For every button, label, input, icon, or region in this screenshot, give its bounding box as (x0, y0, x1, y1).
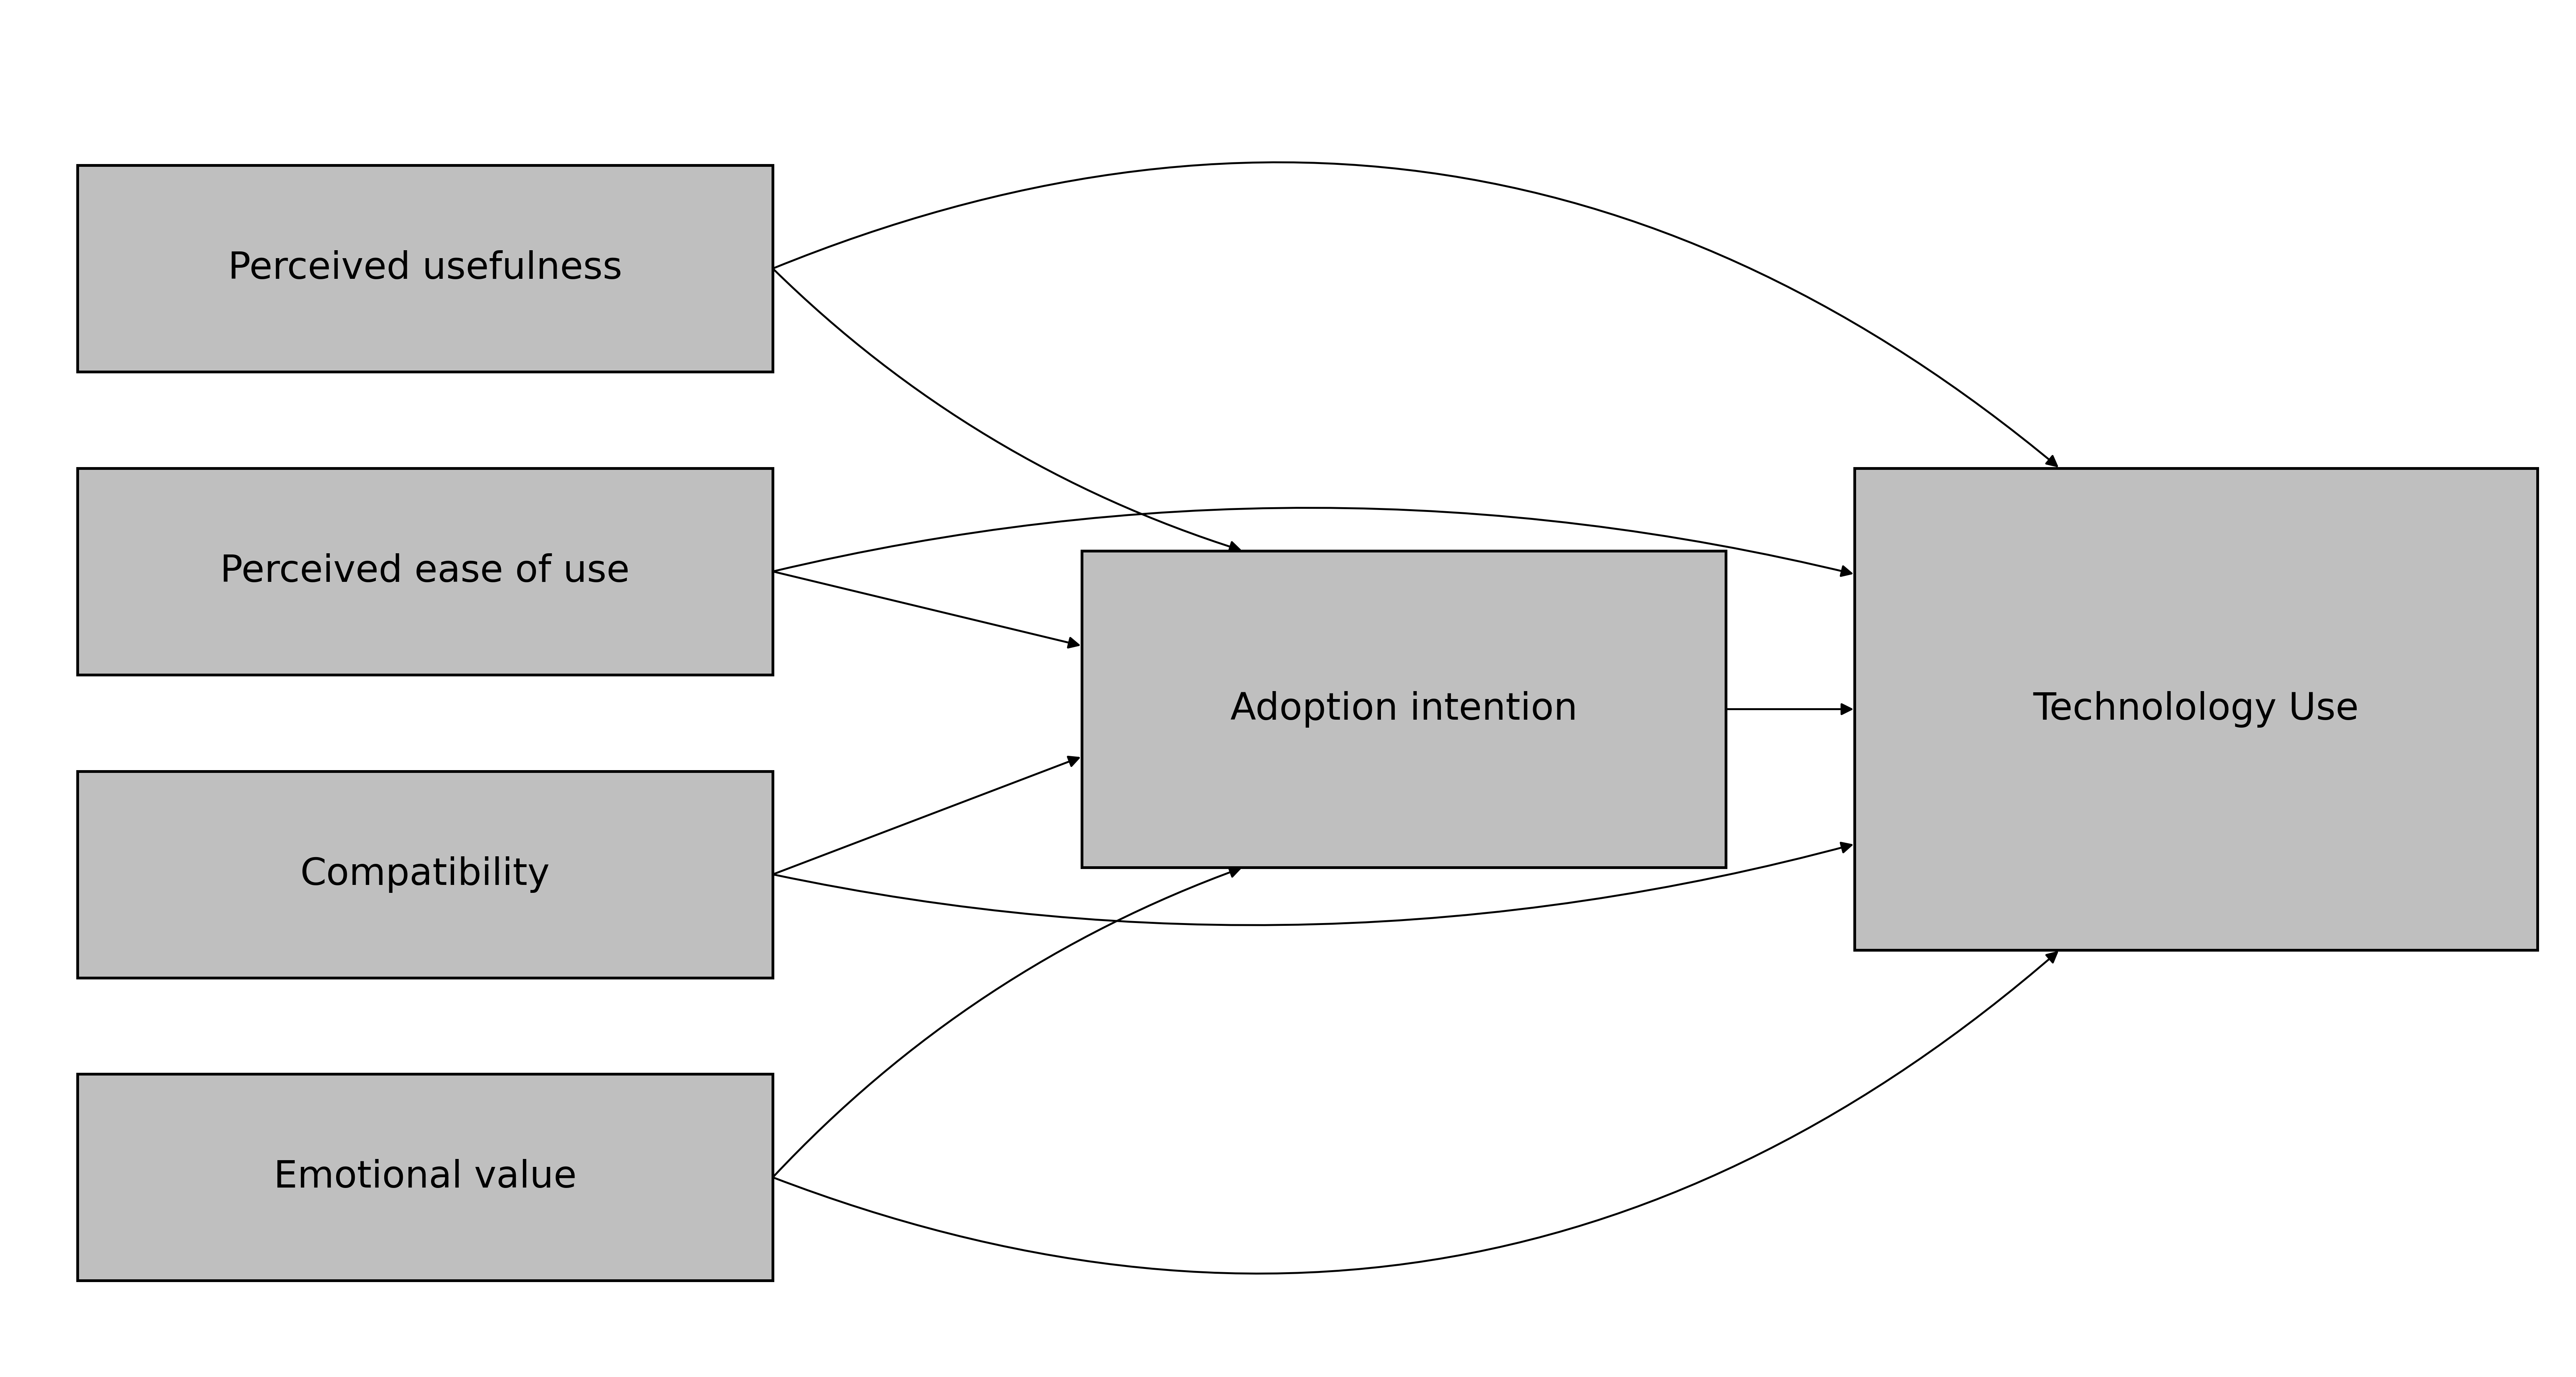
FancyBboxPatch shape (77, 1074, 773, 1281)
FancyBboxPatch shape (1082, 551, 1726, 868)
FancyBboxPatch shape (1855, 468, 2537, 950)
FancyBboxPatch shape (77, 165, 773, 372)
Text: Emotional value: Emotional value (273, 1159, 577, 1195)
Text: Perceived usefulness: Perceived usefulness (227, 251, 623, 286)
FancyBboxPatch shape (77, 468, 773, 675)
Text: Compatibility: Compatibility (301, 856, 549, 892)
FancyBboxPatch shape (77, 771, 773, 978)
Text: Adoption intention: Adoption intention (1231, 691, 1577, 727)
Text: Perceived ease of use: Perceived ease of use (222, 554, 629, 589)
Text: Technolology Use: Technolology Use (2032, 691, 2360, 727)
